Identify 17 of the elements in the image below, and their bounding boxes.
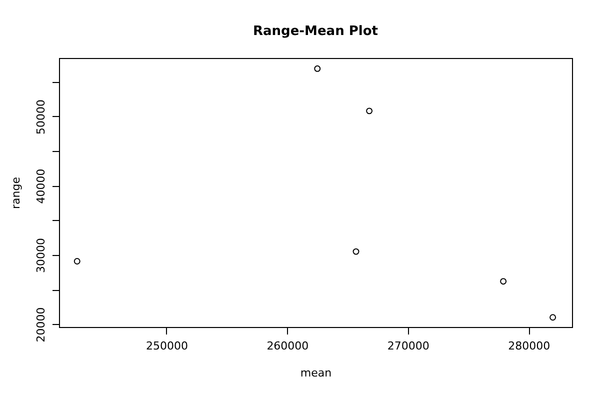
- point: [550, 314, 556, 321]
- x-tick-label: 250000: [146, 340, 188, 352]
- y-axis-title: range: [10, 176, 22, 209]
- point: [314, 65, 321, 72]
- y-tick-label: 40000: [34, 168, 48, 204]
- y-tick-label: 20000: [34, 307, 48, 342]
- y-tick-label: 30000: [34, 238, 48, 274]
- point: [74, 258, 80, 264]
- x-tick-label: 270000: [387, 340, 430, 352]
- chart-title: Range-Mean Plot: [253, 24, 378, 39]
- y-tick-label: 50000: [34, 99, 48, 134]
- point: [352, 248, 360, 255]
- x-tick-label: 260000: [266, 340, 309, 352]
- point: [366, 108, 373, 114]
- x-tick-label: 280000: [508, 340, 550, 352]
- x-axis-title: mean: [300, 366, 332, 380]
- point: [500, 278, 507, 285]
